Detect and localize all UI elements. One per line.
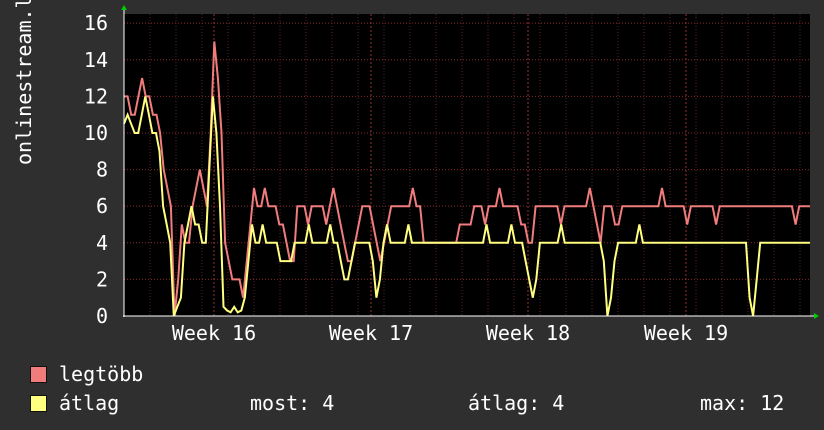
y-tick-label: 10 — [84, 121, 108, 145]
x-tick-label: Week 19 — [644, 321, 728, 345]
stat-current: most: 4 — [250, 391, 335, 415]
y-tick-label: 2 — [96, 267, 108, 291]
legend-item-max: legtöbb — [30, 362, 143, 386]
y-tick-label: 16 — [84, 11, 108, 35]
stat-max: max: 12 — [700, 391, 785, 415]
x-tick-label: Week 16 — [172, 321, 256, 345]
legend-label-avg: átlag — [59, 391, 120, 415]
y-tick-label: 6 — [96, 194, 108, 218]
legend-swatch-avg — [30, 394, 47, 412]
y-tick-label: 12 — [84, 84, 108, 108]
series-line-max — [124, 41, 810, 317]
y-tick-label: 8 — [96, 158, 108, 182]
y-tick-label: 4 — [96, 231, 108, 255]
x-tick-label: Week 18 — [486, 321, 570, 345]
x-axis-arrow — [814, 313, 819, 319]
series-line-avg — [123, 96, 810, 317]
legend-swatch-max — [30, 365, 47, 383]
y-axis-arrow — [121, 5, 127, 10]
legend-label-max: legtöbb — [59, 362, 144, 386]
y-tick-label: 14 — [84, 48, 108, 72]
legend-item-avg: átlag — [30, 391, 119, 415]
y-tick-label: 0 — [96, 304, 108, 328]
stat-average: átlag: 4 — [468, 391, 565, 415]
x-tick-label: Week 17 — [329, 321, 413, 345]
y-axis-label: onlinestream.live — [12, 0, 36, 165]
